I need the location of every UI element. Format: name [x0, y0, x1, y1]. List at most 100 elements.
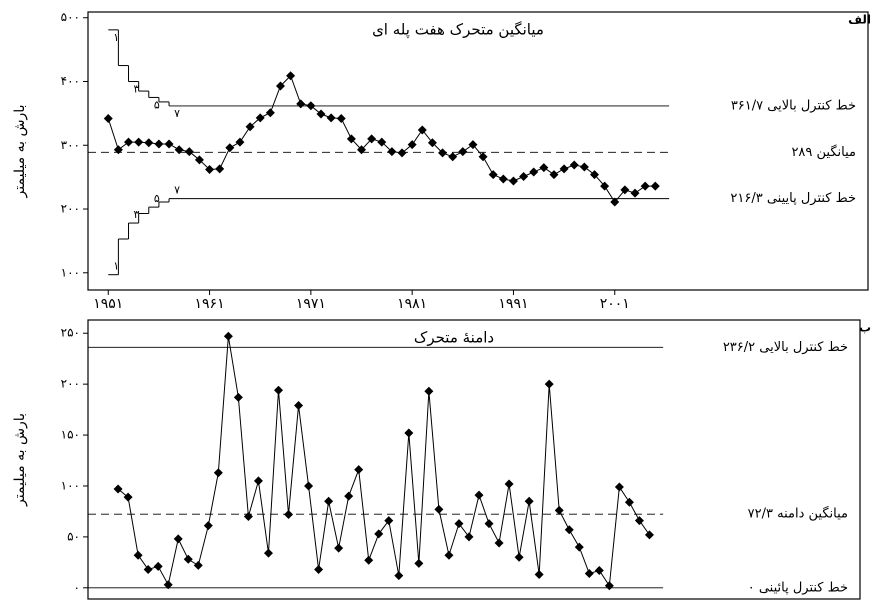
data-point: [184, 147, 194, 157]
data-point: [574, 542, 584, 552]
panel-label: ب: [859, 321, 871, 335]
data-line: [117, 336, 650, 588]
data-point: [174, 145, 184, 155]
data-point: [183, 554, 193, 564]
data-point: [539, 163, 549, 173]
data-point: [569, 160, 579, 170]
data-point: [458, 147, 468, 157]
data-point: [334, 543, 344, 553]
data-point: [414, 558, 424, 568]
data-point: [504, 479, 514, 489]
reference-label: خط کنترل بالایی ۲۳۶/۲: [723, 340, 848, 355]
y-tick-label: ۵۰: [67, 529, 80, 543]
data-point: [143, 564, 153, 574]
reference-label: خط کنترل پائینی ۰: [748, 580, 848, 595]
data-point: [163, 580, 173, 590]
data-point: [223, 331, 233, 341]
data-point: [286, 71, 296, 81]
data-point: [306, 101, 316, 111]
data-point: [397, 148, 407, 158]
data-point: [235, 137, 245, 147]
data-point: [233, 392, 243, 402]
step-connector: [117, 198, 170, 275]
data-point: [164, 139, 174, 149]
data-point: [387, 147, 397, 157]
data-point: [296, 99, 306, 109]
data-point: [534, 570, 544, 580]
data-point: [336, 113, 346, 123]
data-point: [640, 181, 650, 191]
data-point: [478, 152, 488, 162]
data-point: [134, 137, 144, 147]
step-connector: [117, 29, 170, 106]
data-point: [205, 164, 215, 174]
step-label: ۵: [154, 192, 160, 205]
data-point: [519, 172, 529, 182]
data-point: [154, 139, 164, 149]
step-label: ۱: [113, 260, 119, 273]
data-point: [444, 550, 454, 560]
data-point: [194, 155, 204, 165]
y-tick-label: ۰: [74, 580, 80, 594]
data-point: [468, 140, 478, 150]
data-point: [374, 529, 384, 539]
data-point: [243, 512, 253, 522]
data-point: [604, 581, 614, 591]
data-point: [377, 137, 387, 147]
x-tick-label: ۱۹۵۱: [93, 296, 123, 312]
data-point: [344, 491, 354, 501]
step-label: ۷: [174, 184, 180, 197]
x-tick-label: ۱۹۷۱: [296, 296, 326, 312]
data-point: [634, 516, 644, 526]
data-point: [417, 125, 427, 135]
data-point: [384, 516, 394, 526]
data-point: [524, 496, 534, 506]
y-tick-label: ۲۰۰: [61, 202, 80, 216]
data-point: [559, 164, 569, 174]
data-point: [498, 174, 508, 184]
data-point: [650, 181, 660, 191]
y-tick-label: ۳۰۰: [61, 138, 80, 152]
data-point: [594, 565, 604, 575]
data-point: [357, 145, 367, 155]
data-point: [275, 81, 285, 91]
data-point: [529, 167, 539, 177]
data-point: [304, 481, 314, 491]
data-point: [213, 468, 223, 478]
chart-title: دامنهٔ متحرک: [414, 329, 494, 347]
data-point: [554, 505, 564, 515]
data-point: [564, 525, 574, 535]
data-point: [514, 552, 524, 562]
step-label: ۷: [174, 107, 180, 120]
data-point: [494, 538, 504, 548]
data-point: [284, 509, 294, 519]
data-point: [113, 145, 123, 155]
x-tick-label: ۲۰۰۱: [600, 296, 630, 312]
data-point: [173, 534, 183, 544]
data-point: [620, 185, 630, 195]
reference-label: میانگین دامنه ۷۲/۳: [748, 506, 848, 522]
data-point: [193, 560, 203, 570]
data-point: [265, 108, 275, 118]
data-point: [346, 134, 356, 144]
data-point: [326, 113, 336, 123]
data-point: [324, 496, 334, 506]
data-point: [424, 386, 434, 396]
data-point: [584, 569, 594, 579]
data-point: [630, 188, 640, 198]
y-tick-label: ۱۰۰: [61, 265, 80, 279]
step-label: ۱: [113, 31, 119, 44]
reference-label: خط کنترل بالایی ۳۶۱/۷: [731, 98, 856, 113]
data-point: [394, 571, 404, 581]
x-tick-label: ۱۹۹۱: [498, 296, 528, 312]
data-point: [600, 181, 610, 191]
y-tick-label: ۲۰۰: [61, 377, 80, 391]
data-point: [484, 519, 494, 529]
data-point: [263, 548, 273, 558]
data-point: [245, 122, 255, 132]
x-tick-label: ۱۹۶۱: [195, 296, 225, 312]
bottom-frame: [87, 319, 861, 600]
data-point: [316, 109, 326, 119]
data-point: [103, 113, 113, 123]
